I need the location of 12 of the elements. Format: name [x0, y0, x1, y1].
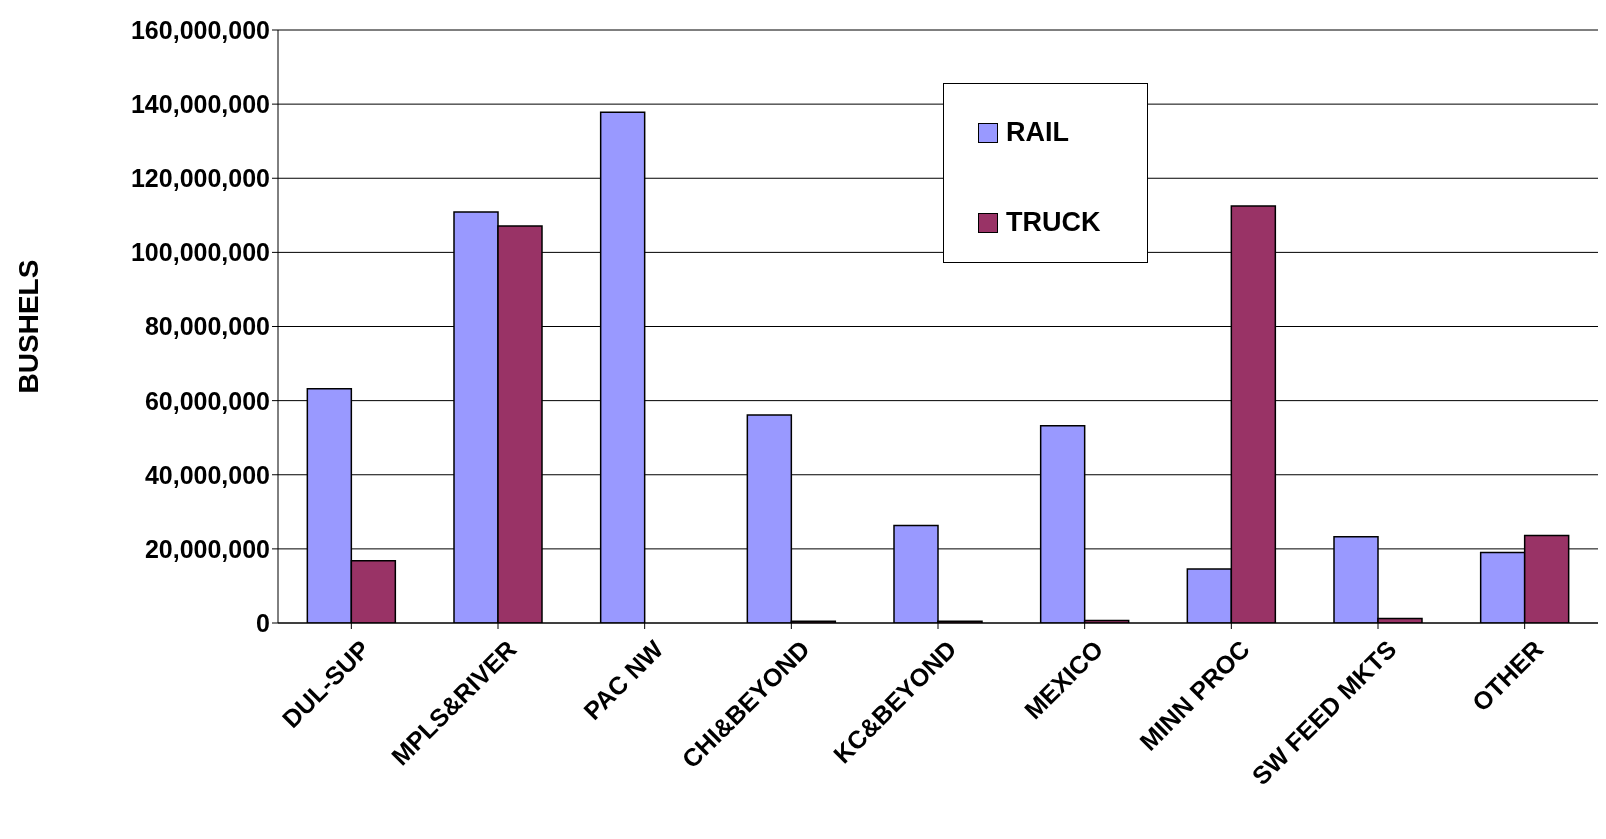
- y-tick-label: 80,000,000: [144, 312, 270, 341]
- y-tick-label: 60,000,000: [144, 386, 270, 415]
- y-tick-label: 100,000,000: [130, 238, 270, 267]
- legend-label: TRUCK: [1006, 207, 1101, 238]
- y-axis-title: BUSHELS: [12, 259, 44, 394]
- y-tick-label: 0: [256, 608, 270, 637]
- y-tick-label: 120,000,000: [130, 164, 270, 193]
- y-tick-label: 160,000,000: [130, 15, 270, 44]
- legend-label: RAIL: [1006, 117, 1069, 148]
- y-tick-label: 140,000,000: [130, 90, 270, 118]
- y-tick-label: 40,000,000: [144, 460, 270, 489]
- y-tick-label: 20,000,000: [144, 534, 270, 563]
